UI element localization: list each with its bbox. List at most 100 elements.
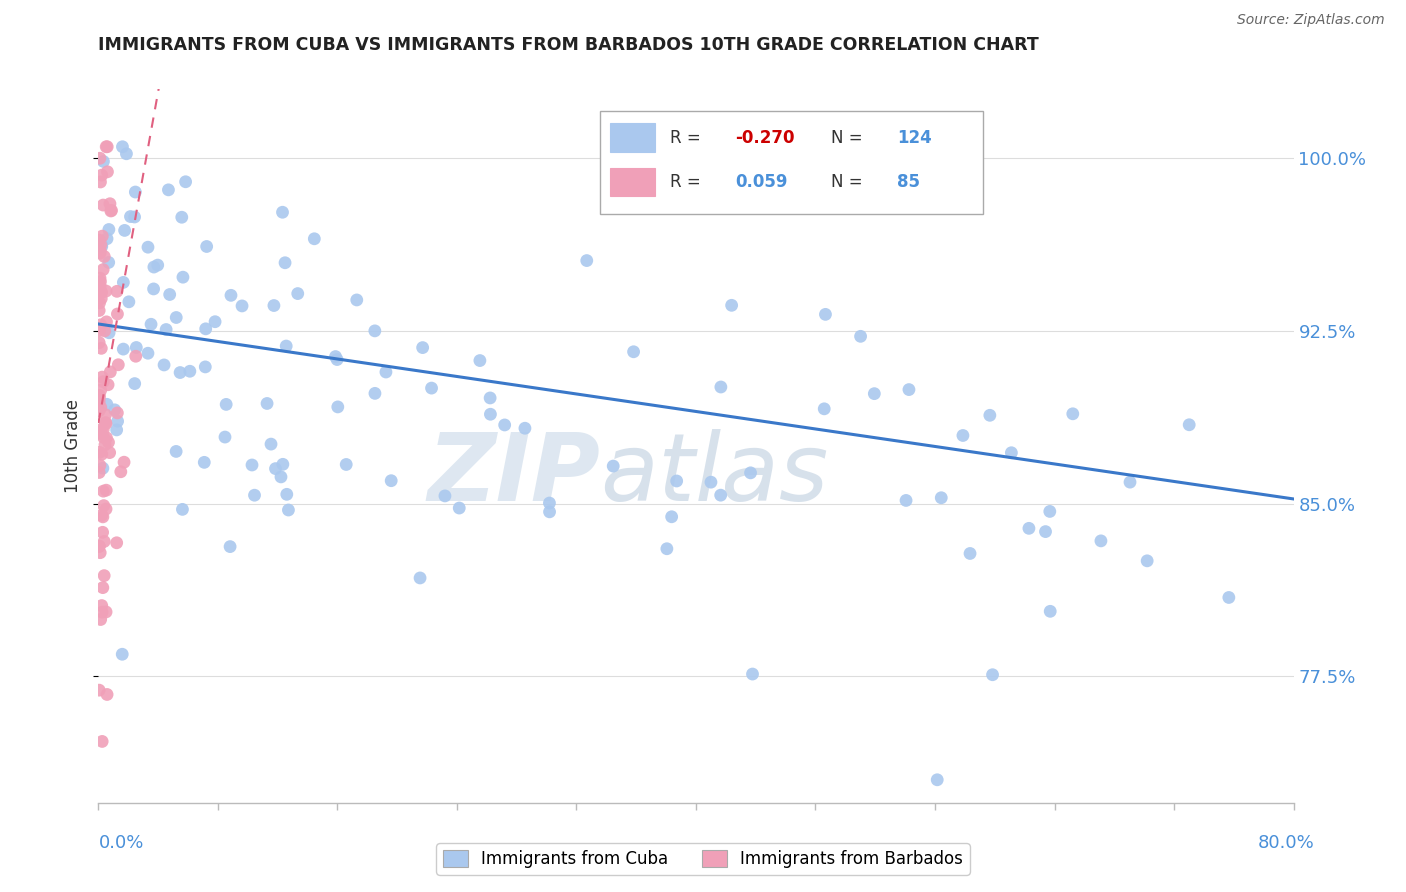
Point — [90, 318, 112, 332]
Point — [287, 286, 309, 301]
Point — [97, 255, 120, 269]
Point — [90, 237, 112, 252]
Point — [120, 210, 142, 224]
Point — [271, 458, 294, 472]
Point — [90, 613, 112, 627]
Point — [93, 499, 115, 513]
Point — [172, 270, 194, 285]
Point — [96, 397, 118, 411]
Point — [1000, 446, 1022, 460]
Point — [89, 539, 111, 553]
Point — [1062, 407, 1084, 421]
Text: ZIP: ZIP — [427, 428, 600, 521]
Point — [136, 240, 159, 254]
Point — [96, 165, 118, 179]
Point — [602, 459, 624, 474]
Point — [326, 352, 349, 367]
Point — [720, 298, 742, 312]
Point — [89, 323, 111, 337]
Point — [97, 222, 120, 236]
Text: R =: R = — [669, 173, 706, 191]
Point — [169, 366, 191, 380]
Point — [623, 344, 645, 359]
Point — [1136, 554, 1159, 568]
Point — [157, 183, 180, 197]
Point — [107, 414, 129, 428]
Point — [215, 397, 238, 411]
Point — [98, 196, 121, 211]
Text: 124: 124 — [897, 128, 932, 146]
Point — [90, 383, 112, 397]
Point — [661, 509, 683, 524]
Point — [193, 455, 215, 469]
Text: N =: N = — [831, 173, 868, 191]
Text: 85: 85 — [897, 173, 920, 191]
Point — [219, 288, 242, 302]
Text: -0.270: -0.270 — [735, 128, 794, 146]
Point — [124, 210, 146, 224]
Point — [100, 203, 122, 218]
Point — [89, 335, 111, 350]
Point — [655, 541, 678, 556]
Point — [479, 407, 502, 421]
Point — [97, 377, 120, 392]
Point — [89, 151, 111, 165]
Point — [231, 299, 253, 313]
Point — [409, 571, 432, 585]
Point — [125, 341, 148, 355]
Point — [814, 307, 837, 321]
Point — [91, 581, 114, 595]
Point — [91, 484, 114, 499]
Point — [263, 299, 285, 313]
Point — [420, 381, 443, 395]
Point — [94, 417, 117, 431]
Point — [93, 250, 115, 264]
Point — [741, 667, 763, 681]
Point — [89, 388, 111, 402]
Point — [433, 489, 456, 503]
Point — [172, 502, 194, 516]
Point — [89, 271, 111, 285]
Point — [304, 232, 326, 246]
Point — [93, 568, 115, 582]
Point — [538, 505, 561, 519]
Point — [153, 358, 176, 372]
Point — [479, 391, 502, 405]
Point — [91, 525, 114, 540]
Point — [335, 458, 357, 472]
Point — [90, 422, 112, 436]
Point — [89, 175, 111, 189]
Point — [979, 409, 1001, 423]
Point — [170, 211, 193, 225]
Point — [194, 322, 217, 336]
Point — [105, 285, 128, 299]
Point — [364, 324, 387, 338]
Point — [105, 406, 128, 420]
Point — [346, 293, 368, 307]
Point — [111, 140, 134, 154]
Point — [89, 403, 111, 417]
Point — [276, 339, 298, 353]
Point — [494, 417, 516, 432]
Point — [94, 502, 117, 516]
Point — [929, 491, 952, 505]
Point — [98, 365, 121, 379]
Y-axis label: 10th Grade: 10th Grade — [63, 399, 82, 493]
Point — [100, 204, 122, 219]
Point — [89, 540, 111, 554]
Point — [94, 284, 117, 298]
Point — [326, 400, 349, 414]
Point — [107, 307, 129, 321]
Point — [959, 546, 981, 560]
Point — [195, 239, 218, 253]
Point — [89, 275, 111, 289]
Point — [90, 168, 112, 182]
Point — [165, 444, 187, 458]
Point — [93, 430, 115, 444]
Point — [155, 322, 177, 336]
Point — [710, 488, 733, 502]
Point — [813, 401, 835, 416]
Point — [1090, 533, 1112, 548]
Point — [107, 358, 129, 372]
Point — [142, 260, 165, 274]
